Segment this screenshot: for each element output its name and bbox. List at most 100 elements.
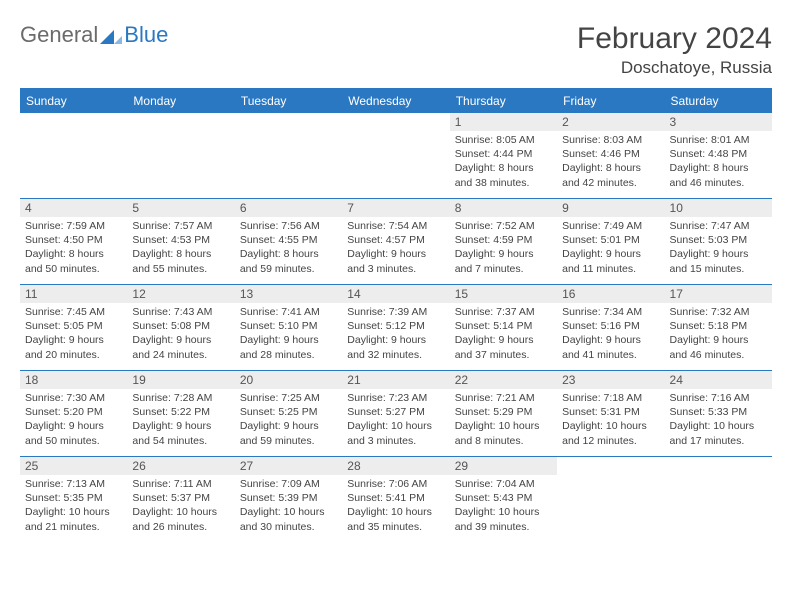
daylight-line: Daylight: 9 hours and 20 minutes. — [25, 333, 122, 361]
day-info: Sunrise: 7:23 AMSunset: 5:27 PMDaylight:… — [342, 389, 449, 452]
daylight-line: Daylight: 8 hours and 38 minutes. — [455, 161, 552, 189]
sunset-line: Sunset: 5:31 PM — [562, 405, 659, 419]
day-number-empty — [557, 457, 664, 475]
calendar-cell: 7Sunrise: 7:54 AMSunset: 4:57 PMDaylight… — [342, 199, 449, 285]
daylight-line: Daylight: 10 hours and 12 minutes. — [562, 419, 659, 447]
day-info: Sunrise: 8:01 AMSunset: 4:48 PMDaylight:… — [665, 131, 772, 194]
sunrise-line: Sunrise: 7:52 AM — [455, 219, 552, 233]
day-info: Sunrise: 7:59 AMSunset: 4:50 PMDaylight:… — [20, 217, 127, 280]
sunset-line: Sunset: 5:12 PM — [347, 319, 444, 333]
daylight-line: Daylight: 10 hours and 17 minutes. — [670, 419, 767, 447]
sunset-line: Sunset: 5:25 PM — [240, 405, 337, 419]
day-number-empty — [342, 113, 449, 131]
sunset-line: Sunset: 4:48 PM — [670, 147, 767, 161]
weekday-header: Wednesday — [342, 89, 449, 113]
calendar-cell: 4Sunrise: 7:59 AMSunset: 4:50 PMDaylight… — [20, 199, 127, 285]
sunset-line: Sunset: 5:03 PM — [670, 233, 767, 247]
weekday-header: Sunday — [20, 89, 127, 113]
day-info: Sunrise: 7:18 AMSunset: 5:31 PMDaylight:… — [557, 389, 664, 452]
day-info: Sunrise: 7:39 AMSunset: 5:12 PMDaylight:… — [342, 303, 449, 366]
calendar-cell: 22Sunrise: 7:21 AMSunset: 5:29 PMDayligh… — [450, 371, 557, 457]
sunrise-line: Sunrise: 7:39 AM — [347, 305, 444, 319]
daylight-line: Daylight: 10 hours and 35 minutes. — [347, 505, 444, 533]
calendar-cell: 28Sunrise: 7:06 AMSunset: 5:41 PMDayligh… — [342, 457, 449, 543]
calendar-cell: 23Sunrise: 7:18 AMSunset: 5:31 PMDayligh… — [557, 371, 664, 457]
day-info: Sunrise: 7:47 AMSunset: 5:03 PMDaylight:… — [665, 217, 772, 280]
day-info: Sunrise: 7:30 AMSunset: 5:20 PMDaylight:… — [20, 389, 127, 452]
daylight-line: Daylight: 8 hours and 46 minutes. — [670, 161, 767, 189]
weekday-header: Monday — [127, 89, 234, 113]
sunrise-line: Sunrise: 7:18 AM — [562, 391, 659, 405]
day-info: Sunrise: 7:32 AMSunset: 5:18 PMDaylight:… — [665, 303, 772, 366]
sunrise-line: Sunrise: 7:25 AM — [240, 391, 337, 405]
sunset-line: Sunset: 5:18 PM — [670, 319, 767, 333]
sunset-line: Sunset: 5:22 PM — [132, 405, 229, 419]
calendar-table: Sunday Monday Tuesday Wednesday Thursday… — [20, 88, 772, 543]
sunrise-line: Sunrise: 7:32 AM — [670, 305, 767, 319]
calendar-cell: 5Sunrise: 7:57 AMSunset: 4:53 PMDaylight… — [127, 199, 234, 285]
day-info: Sunrise: 7:45 AMSunset: 5:05 PMDaylight:… — [20, 303, 127, 366]
calendar-cell: 14Sunrise: 7:39 AMSunset: 5:12 PMDayligh… — [342, 285, 449, 371]
calendar-cell: 25Sunrise: 7:13 AMSunset: 5:35 PMDayligh… — [20, 457, 127, 543]
sunrise-line: Sunrise: 7:57 AM — [132, 219, 229, 233]
daylight-line: Daylight: 9 hours and 28 minutes. — [240, 333, 337, 361]
day-number: 24 — [665, 371, 772, 389]
calendar-cell: 8Sunrise: 7:52 AMSunset: 4:59 PMDaylight… — [450, 199, 557, 285]
calendar-body: 1Sunrise: 8:05 AMSunset: 4:44 PMDaylight… — [20, 113, 772, 543]
day-number: 12 — [127, 285, 234, 303]
day-number: 11 — [20, 285, 127, 303]
weekday-header: Thursday — [450, 89, 557, 113]
daylight-line: Daylight: 10 hours and 26 minutes. — [132, 505, 229, 533]
calendar-cell: 17Sunrise: 7:32 AMSunset: 5:18 PMDayligh… — [665, 285, 772, 371]
sunrise-line: Sunrise: 7:28 AM — [132, 391, 229, 405]
day-info: Sunrise: 7:28 AMSunset: 5:22 PMDaylight:… — [127, 389, 234, 452]
sunrise-line: Sunrise: 7:34 AM — [562, 305, 659, 319]
sunrise-line: Sunrise: 7:21 AM — [455, 391, 552, 405]
sunrise-line: Sunrise: 7:59 AM — [25, 219, 122, 233]
day-number: 9 — [557, 199, 664, 217]
logo-triangle-icon — [100, 26, 122, 44]
sunset-line: Sunset: 5:39 PM — [240, 491, 337, 505]
calendar-cell: 3Sunrise: 8:01 AMSunset: 4:48 PMDaylight… — [665, 113, 772, 199]
weekday-header-row: Sunday Monday Tuesday Wednesday Thursday… — [20, 89, 772, 113]
sunrise-line: Sunrise: 7:11 AM — [132, 477, 229, 491]
day-number: 23 — [557, 371, 664, 389]
calendar-cell: 29Sunrise: 7:04 AMSunset: 5:43 PMDayligh… — [450, 457, 557, 543]
day-info: Sunrise: 7:16 AMSunset: 5:33 PMDaylight:… — [665, 389, 772, 452]
location: Doschatoye, Russia — [577, 58, 772, 78]
weekday-header: Tuesday — [235, 89, 342, 113]
day-info: Sunrise: 7:56 AMSunset: 4:55 PMDaylight:… — [235, 217, 342, 280]
day-info: Sunrise: 7:41 AMSunset: 5:10 PMDaylight:… — [235, 303, 342, 366]
daylight-line: Daylight: 9 hours and 54 minutes. — [132, 419, 229, 447]
sunset-line: Sunset: 5:14 PM — [455, 319, 552, 333]
calendar-cell: 15Sunrise: 7:37 AMSunset: 5:14 PMDayligh… — [450, 285, 557, 371]
daylight-line: Daylight: 9 hours and 37 minutes. — [455, 333, 552, 361]
sunrise-line: Sunrise: 7:45 AM — [25, 305, 122, 319]
sunset-line: Sunset: 5:37 PM — [132, 491, 229, 505]
calendar-row: 4Sunrise: 7:59 AMSunset: 4:50 PMDaylight… — [20, 199, 772, 285]
day-info: Sunrise: 7:04 AMSunset: 5:43 PMDaylight:… — [450, 475, 557, 538]
calendar-cell — [557, 457, 664, 543]
daylight-line: Daylight: 8 hours and 55 minutes. — [132, 247, 229, 275]
calendar-cell: 16Sunrise: 7:34 AMSunset: 5:16 PMDayligh… — [557, 285, 664, 371]
daylight-line: Daylight: 9 hours and 50 minutes. — [25, 419, 122, 447]
day-number: 29 — [450, 457, 557, 475]
day-info: Sunrise: 8:05 AMSunset: 4:44 PMDaylight:… — [450, 131, 557, 194]
sunset-line: Sunset: 5:05 PM — [25, 319, 122, 333]
day-info: Sunrise: 7:52 AMSunset: 4:59 PMDaylight:… — [450, 217, 557, 280]
calendar-cell: 19Sunrise: 7:28 AMSunset: 5:22 PMDayligh… — [127, 371, 234, 457]
sunset-line: Sunset: 4:55 PM — [240, 233, 337, 247]
day-number: 8 — [450, 199, 557, 217]
day-number: 26 — [127, 457, 234, 475]
day-number: 6 — [235, 199, 342, 217]
header: General Blue February 2024 Doschatoye, R… — [20, 22, 772, 78]
logo: General Blue — [20, 22, 168, 48]
sunrise-line: Sunrise: 7:09 AM — [240, 477, 337, 491]
day-number: 10 — [665, 199, 772, 217]
day-number-empty — [235, 113, 342, 131]
day-info: Sunrise: 7:57 AMSunset: 4:53 PMDaylight:… — [127, 217, 234, 280]
calendar-row: 11Sunrise: 7:45 AMSunset: 5:05 PMDayligh… — [20, 285, 772, 371]
sunset-line: Sunset: 4:53 PM — [132, 233, 229, 247]
sunset-line: Sunset: 5:27 PM — [347, 405, 444, 419]
calendar-cell: 20Sunrise: 7:25 AMSunset: 5:25 PMDayligh… — [235, 371, 342, 457]
